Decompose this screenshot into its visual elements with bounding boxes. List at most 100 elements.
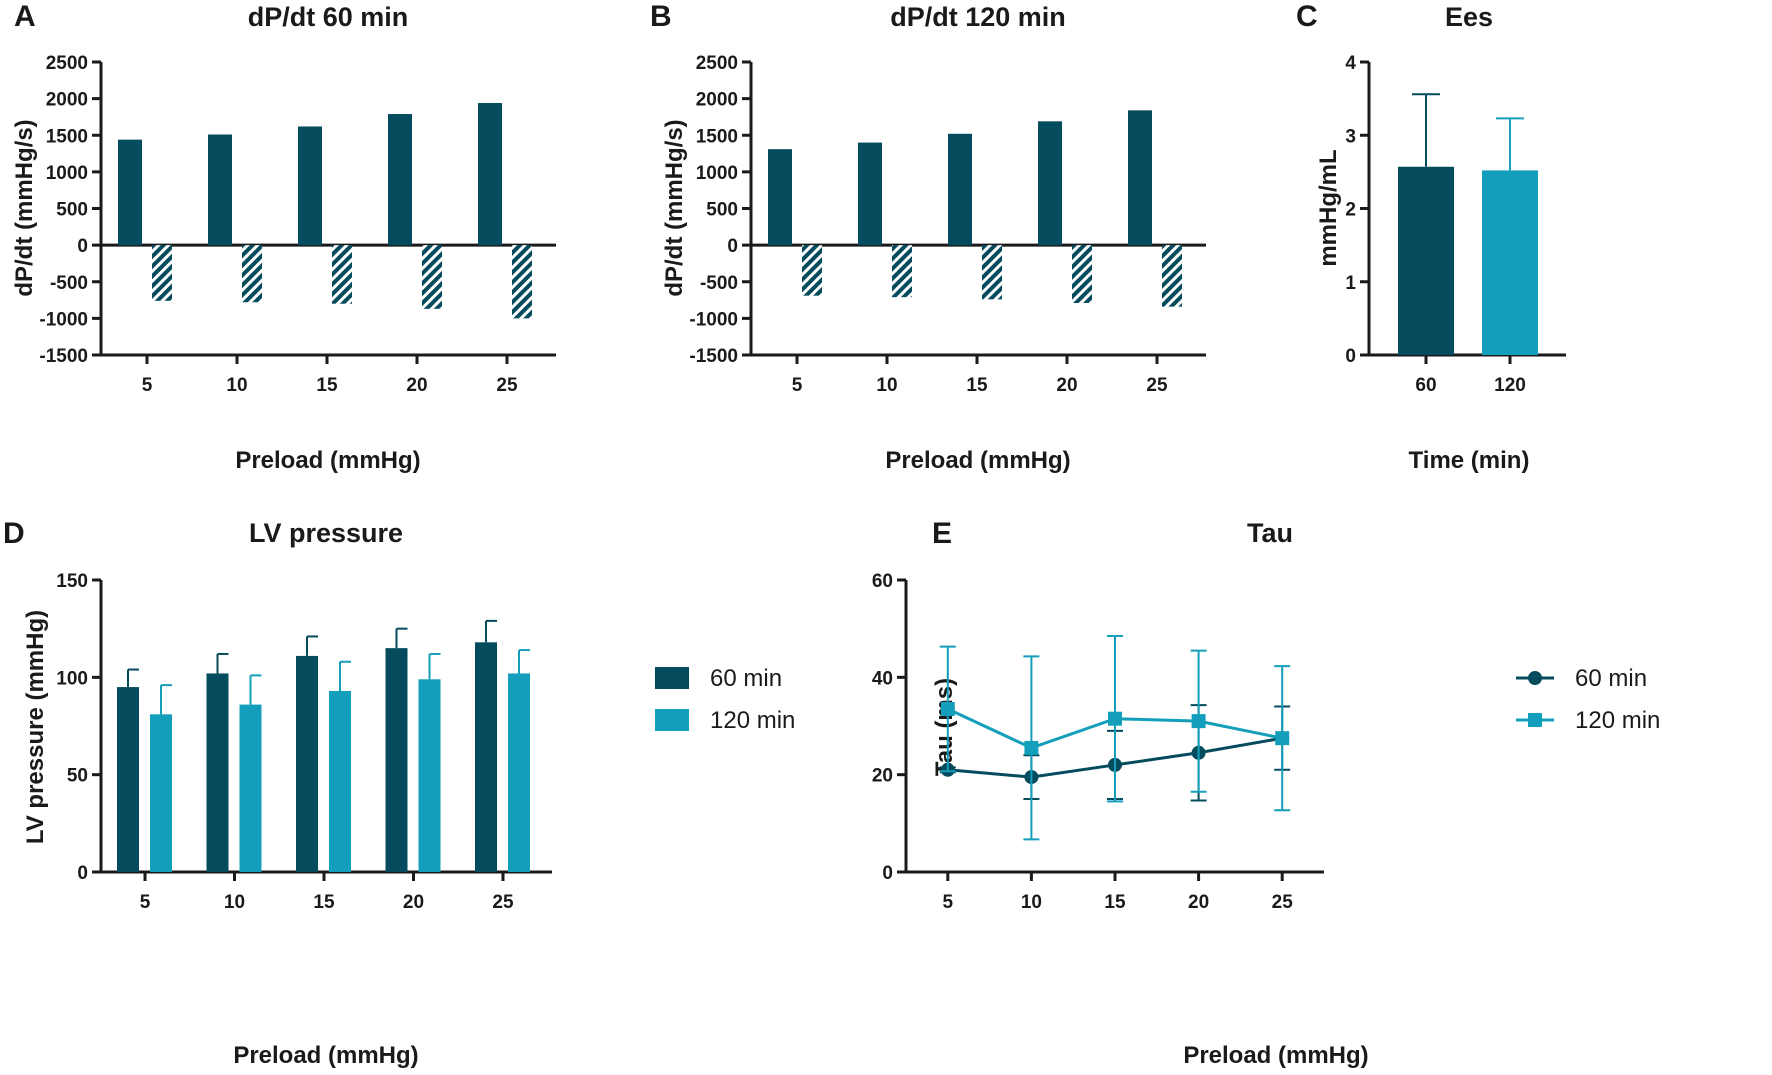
bar-120min xyxy=(239,704,262,872)
bar-dpdt-min xyxy=(422,245,442,309)
bar-ees xyxy=(1482,170,1538,355)
y-tick-label: 100 xyxy=(56,668,88,689)
y-tick-label: 500 xyxy=(56,200,88,221)
x-tick-label: 15 xyxy=(966,375,988,396)
point-120min xyxy=(1275,731,1290,746)
x-tick-label: 15 xyxy=(313,892,335,913)
legend-label-60min: 60 min xyxy=(710,665,782,692)
plot-area-a: -1500 -1000 -500 0 500 1000 1500 2000 2500 5 10 15 2… xyxy=(39,53,556,396)
x-axis-label-e: Preload (mmHg) xyxy=(1183,1042,1368,1069)
bar-dpdt-min xyxy=(892,245,912,298)
legend-swatch-60min xyxy=(655,667,689,689)
y-tick-label: 1500 xyxy=(696,126,738,147)
x-tick-label: 25 xyxy=(496,375,518,396)
y-tick-label: 2500 xyxy=(696,53,738,74)
x-tick-label: 15 xyxy=(1104,892,1126,913)
bar-dpdt-max xyxy=(118,139,142,246)
bar-60min xyxy=(206,673,229,872)
y-tick-label: 2000 xyxy=(696,90,738,111)
bar-dpdt-max xyxy=(388,114,412,246)
y-tick-label: 2 xyxy=(1345,200,1356,221)
x-tick-label: 20 xyxy=(403,892,424,913)
y-tick-label: 60 xyxy=(872,571,893,592)
y-tick-label: -1000 xyxy=(689,309,738,330)
panel-c: C Ees Time (min) mmHg/mL 0 1 2 3 4 60 120 xyxy=(1296,0,1566,474)
y-tick-label: 0 xyxy=(1345,346,1356,367)
x-tick-label: 120 xyxy=(1494,375,1526,396)
y-tick-label: 0 xyxy=(727,236,738,257)
bar-dpdt-min xyxy=(1162,245,1182,307)
x-tick-label: 20 xyxy=(1056,375,1077,396)
y-axis-label-c: mmHg/mL xyxy=(1315,149,1342,266)
point-120min xyxy=(940,701,955,716)
x-tick-label: 20 xyxy=(1188,892,1209,913)
panel-b: B dP/dt 120 min Preload (mmHg) dP/dt (mm… xyxy=(650,0,1206,474)
x-axis-label-a: Preload (mmHg) xyxy=(235,447,420,474)
bar-dpdt-max xyxy=(208,134,232,246)
y-tick-label: 1500 xyxy=(46,126,88,147)
chart-title-a: dP/dt 60 min xyxy=(248,2,409,32)
y-tick-label: 150 xyxy=(56,571,88,592)
y-tick-label: 0 xyxy=(882,863,893,884)
x-tick-label: 5 xyxy=(140,892,151,913)
panel-letter-d: D xyxy=(3,517,25,550)
x-tick-label: 20 xyxy=(406,375,427,396)
panel-letter-c: C xyxy=(1296,0,1318,33)
chart-title-b: dP/dt 120 min xyxy=(890,2,1066,32)
y-tick-label: 0 xyxy=(77,863,88,884)
x-tick-label: 10 xyxy=(1021,892,1042,913)
plot-area-d: 0 50 100 150 5 10 15 20 25 xyxy=(56,571,552,913)
x-tick-label: 60 xyxy=(1415,375,1436,396)
bar-dpdt-max xyxy=(1038,121,1062,246)
panel-d: D LV pressure Preload (mmHg) LV pressure… xyxy=(3,517,795,1069)
bar-120min xyxy=(150,714,172,872)
bar-dpdt-min xyxy=(332,245,352,304)
panel-a: A dP/dt 60 min Preload (mmHg) dP/dt (mmH… xyxy=(11,0,556,474)
x-tick-label: 10 xyxy=(226,375,247,396)
y-axis-label-a: dP/dt (mmHg/s) xyxy=(11,119,38,296)
y-tick-label: 2500 xyxy=(46,53,88,74)
legend-label-120min: 120 min xyxy=(1575,707,1660,734)
y-tick-label: -500 xyxy=(700,273,738,294)
chart-title-d: LV pressure xyxy=(249,518,403,548)
panel-letter-e: E xyxy=(932,517,952,550)
x-axis-label-d: Preload (mmHg) xyxy=(233,1042,418,1069)
legend-label-120min: 120 min xyxy=(710,707,795,734)
plot-area-c: 0 1 2 3 4 60 120 xyxy=(1345,53,1566,396)
y-tick-label: 1 xyxy=(1345,273,1356,294)
y-tick-label: -1000 xyxy=(39,309,88,330)
y-tick-label: 0 xyxy=(77,236,88,257)
y-axis-label-b: dP/dt (mmHg/s) xyxy=(661,119,688,296)
point-120min xyxy=(1024,740,1039,755)
bar-60min xyxy=(475,642,497,872)
bar-dpdt-max xyxy=(478,103,502,246)
panel-e: E Tau Preload (mmHg) Tau (ms) 0 20 40 60 5 10… xyxy=(872,517,1661,1069)
bar-60min xyxy=(117,687,139,872)
y-tick-label: 3 xyxy=(1345,126,1356,147)
x-axis-label-c: Time (min) xyxy=(1409,447,1530,474)
bar-60min xyxy=(296,655,318,872)
bar-120min xyxy=(508,673,530,872)
y-tick-label: 500 xyxy=(706,200,738,221)
legend-swatch-120min xyxy=(655,709,689,731)
y-tick-label: -1500 xyxy=(689,346,738,367)
x-tick-label: 25 xyxy=(492,892,514,913)
y-axis-label-d: LV pressure (mmHg) xyxy=(22,610,49,844)
x-tick-label: 5 xyxy=(792,375,803,396)
bar-dpdt-min xyxy=(512,245,532,319)
bar-120min xyxy=(418,679,441,872)
bar-dpdt-min xyxy=(802,245,822,296)
bar-dpdt-max xyxy=(948,133,972,246)
y-tick-label: -1500 xyxy=(39,346,88,367)
legend-e: 60 min 120 min xyxy=(1516,665,1660,734)
x-tick-label: 10 xyxy=(876,375,897,396)
y-tick-label: 1000 xyxy=(696,163,738,184)
y-tick-label: 50 xyxy=(67,766,88,787)
point-120min xyxy=(1108,711,1122,726)
bar-dpdt-min xyxy=(242,245,262,303)
bar-dpdt-min xyxy=(982,245,1002,300)
legend-marker-60min xyxy=(1528,671,1542,685)
x-tick-label: 5 xyxy=(943,892,954,913)
